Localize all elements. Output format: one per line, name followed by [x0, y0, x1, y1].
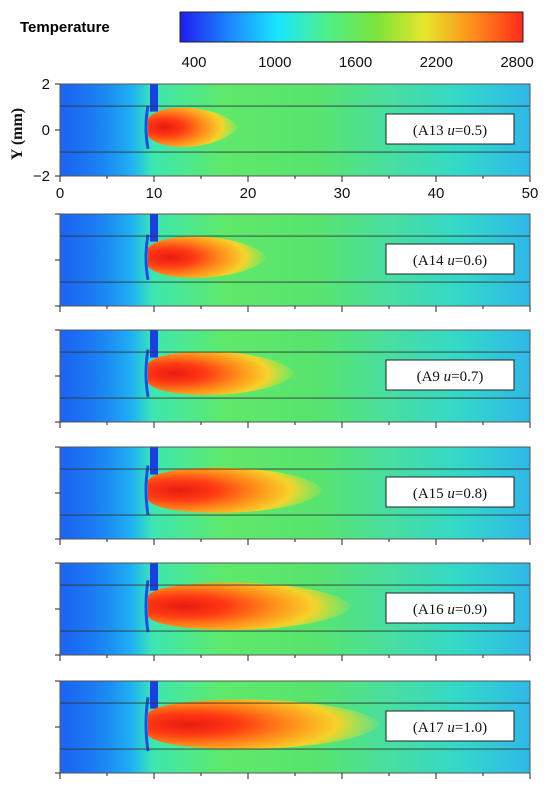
- contour-panel: (A13 u=0.5): [59, 83, 531, 177]
- case-label: (A15 u=0.8): [413, 486, 487, 502]
- colorbar-tick-label: 400: [181, 54, 206, 71]
- case-label: (A16 u=0.9): [413, 602, 487, 618]
- x-tick-label: 30: [334, 185, 351, 202]
- contour-panels: (A13 u=0.5) (A14 u=0.6) (A9 u=0.7) (A15 u=0…: [59, 83, 531, 774]
- colorbar-tick-label: 1600: [339, 54, 372, 71]
- x-tick-label: 20: [240, 185, 257, 202]
- case-label: (A9 u=0.7): [417, 369, 484, 385]
- x-tick-label: 40: [428, 185, 445, 202]
- x-tick-label: 0: [56, 185, 64, 202]
- y-tick-label: −2: [33, 168, 50, 185]
- case-label-box: [385, 592, 515, 624]
- contour-panel: (A17 u=1.0): [59, 680, 531, 774]
- contour-panel: (A16 u=0.9): [59, 562, 531, 656]
- colorbar-ticks: 400 1000 1600 2200 2800: [181, 54, 533, 71]
- flame-plume: [148, 582, 352, 630]
- contour-panel: (A9 u=0.7): [59, 329, 531, 423]
- colorbar: [179, 11, 524, 43]
- case-label-box: [385, 243, 515, 275]
- contour-panel: (A15 u=0.8): [59, 446, 531, 540]
- colorbar-tick-label: 2800: [500, 54, 533, 71]
- case-label-box: [385, 476, 515, 508]
- flame-plume: [148, 107, 239, 147]
- flame-plume: [148, 236, 267, 278]
- case-label-box: [385, 359, 515, 391]
- flame-plume: [148, 699, 380, 749]
- case-label-box: [385, 113, 515, 145]
- x-tick-label: 50: [522, 185, 539, 202]
- y-tick-label: 2: [42, 76, 50, 93]
- colorbar-tick-label: 1000: [258, 54, 291, 71]
- colorbar-tick-label: 2200: [420, 54, 453, 71]
- case-label: (A14 u=0.6): [413, 253, 487, 269]
- case-label: (A13 u=0.5): [413, 123, 487, 139]
- axis-ticks: 20−20 10 20 30 40 50: [33, 76, 538, 779]
- flame-plume: [148, 467, 324, 513]
- case-label: (A17 u=1.0): [413, 720, 487, 736]
- case-label-box: [385, 710, 515, 742]
- y-tick-label: 0: [42, 122, 50, 139]
- colorbar-title: Temperature: [20, 19, 110, 36]
- y-axis-label: Y (mm): [9, 108, 26, 160]
- contour-panel: (A14 u=0.6): [59, 213, 531, 307]
- flame-plume: [148, 351, 295, 395]
- x-tick-label: 10: [146, 185, 163, 202]
